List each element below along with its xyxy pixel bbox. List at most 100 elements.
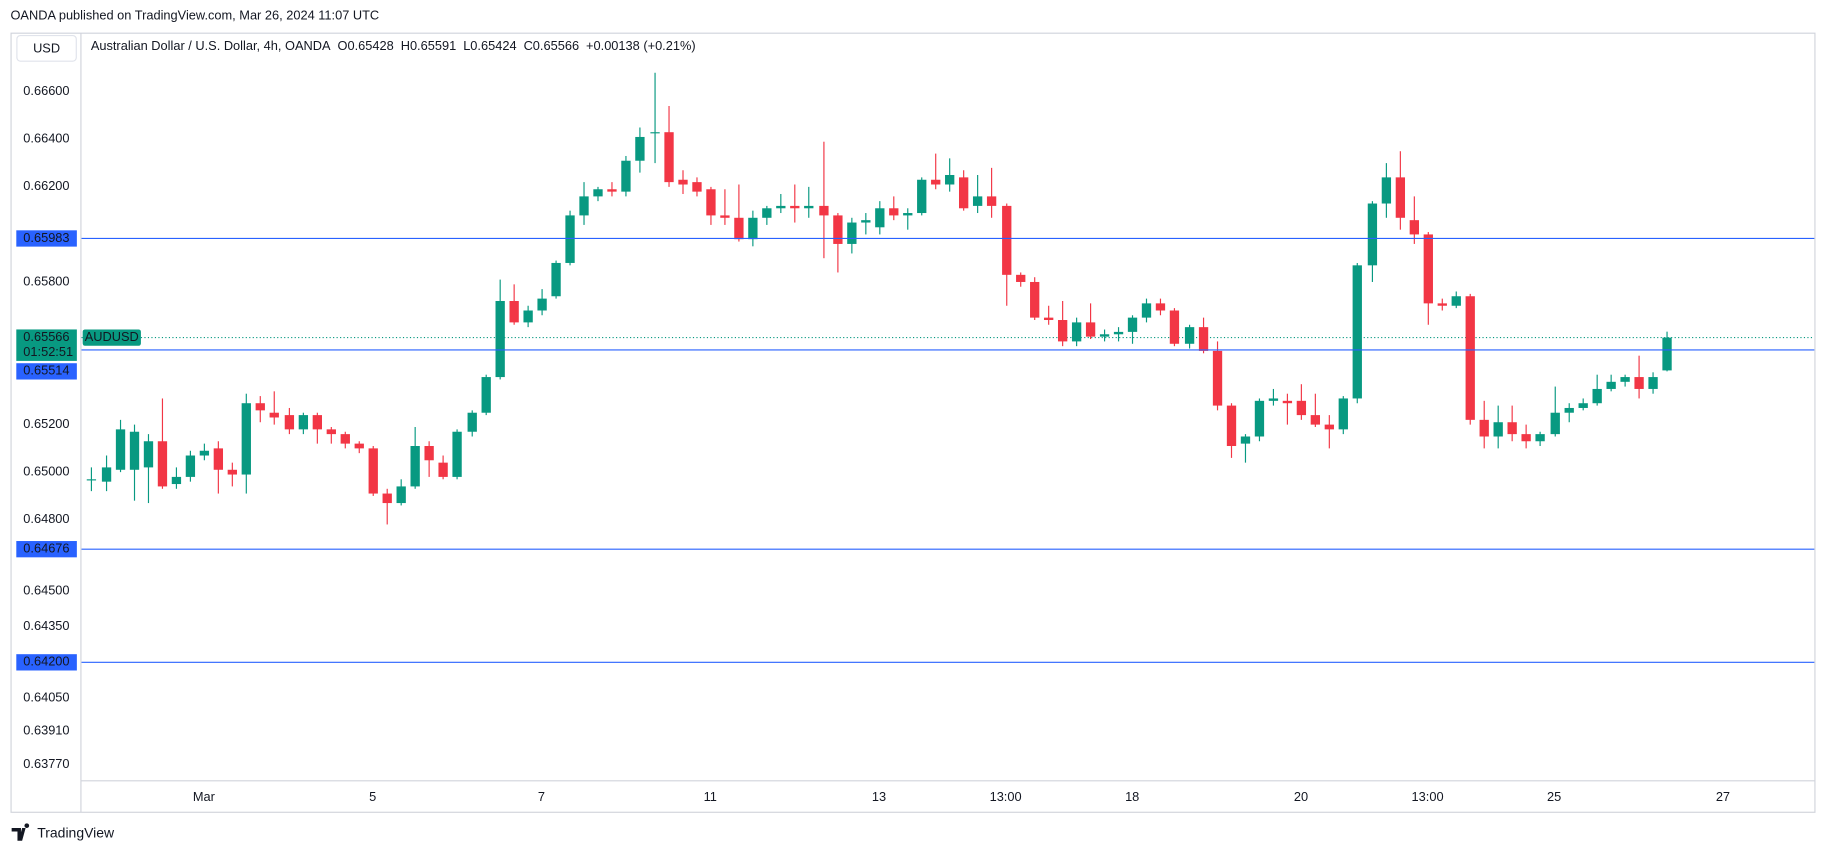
candle-body — [1057, 320, 1068, 342]
candle-body — [326, 429, 336, 435]
candle-body — [1198, 327, 1209, 351]
candle-body — [1521, 434, 1531, 442]
candle-body — [1155, 303, 1166, 311]
candle-body — [1016, 274, 1026, 282]
candle-body — [1634, 377, 1644, 389]
candle-body — [269, 412, 279, 418]
y-tick-label: 0.66200 — [23, 178, 69, 193]
candle-body — [241, 403, 251, 475]
candle-body — [972, 196, 983, 206]
x-tick-label: 27 — [1716, 789, 1730, 804]
y-tick-label: 0.64800 — [23, 511, 69, 526]
y-tick-label: 0.63770 — [23, 756, 69, 771]
x-tick-label: Mar — [193, 789, 216, 804]
candle-body — [523, 310, 533, 323]
candle-body — [986, 196, 997, 206]
legend-high: H0.65591 — [401, 38, 457, 53]
candle-body — [1071, 322, 1082, 342]
candle-body — [621, 160, 631, 192]
price-line-label-bg — [16, 541, 77, 558]
y-tick-label: 0.66600 — [23, 83, 69, 98]
candle-body — [129, 431, 140, 470]
legend-symbol: Australian Dollar / U.S. Dollar, 4h, OAN… — [91, 38, 331, 53]
candle-body — [1423, 234, 1433, 304]
candle-body — [1578, 403, 1588, 408]
x-tick-label: 5 — [369, 789, 376, 804]
candle-body — [1381, 177, 1392, 204]
candle-body — [1085, 322, 1096, 337]
candle-body — [312, 415, 322, 430]
legend-open: O0.65428 — [338, 38, 394, 53]
plot — [81, 72, 1815, 525]
y-tick-label: 0.63910 — [23, 723, 69, 738]
candle-body — [1395, 177, 1406, 218]
candle-body — [833, 215, 843, 244]
chart-frame — [10, 32, 1816, 813]
candle-body — [1437, 303, 1447, 306]
candle-body — [635, 136, 645, 161]
candle-body — [467, 412, 477, 432]
x-tick-label: 20 — [1294, 789, 1308, 804]
candle-body — [298, 415, 309, 430]
candle-body — [607, 189, 617, 192]
y-tick-label: 0.64050 — [23, 689, 69, 704]
candle-body — [1282, 400, 1293, 404]
x-tick-label: 13:00 — [1412, 789, 1444, 804]
candle-body — [692, 182, 702, 192]
candle-body — [1352, 265, 1362, 399]
candle-body — [1620, 377, 1630, 382]
y-tick-label: 0.64350 — [23, 618, 69, 633]
candle-body — [537, 298, 547, 311]
candle-body — [1184, 327, 1195, 344]
candle-body — [776, 205, 786, 209]
price-line-label: 0.64200 — [23, 654, 69, 669]
candle-body — [354, 443, 364, 449]
candle-body — [1606, 381, 1616, 389]
candle-body — [819, 205, 829, 216]
candle-body — [410, 446, 420, 487]
candle-body — [284, 415, 295, 430]
candle-body — [889, 208, 899, 216]
candle-body — [762, 208, 772, 218]
legend-low: L0.65424 — [463, 38, 516, 53]
candle-body — [875, 208, 885, 228]
candle-body — [86, 479, 97, 481]
candle-body — [171, 476, 182, 485]
candle-body — [1254, 400, 1265, 437]
candle-body — [255, 403, 265, 411]
candle-body — [706, 189, 716, 216]
tv-logo — [11, 823, 30, 841]
candle-body — [1479, 419, 1489, 437]
candle-body — [1648, 377, 1658, 389]
candle-body — [551, 262, 561, 297]
candle-body — [1338, 398, 1348, 430]
candle-body — [1002, 205, 1012, 275]
candle-body — [213, 448, 224, 470]
price-line-label-bg — [16, 654, 77, 671]
candle-body — [509, 300, 519, 323]
candle-body — [1465, 296, 1475, 420]
published-note: OANDA published on TradingView.com, Mar … — [10, 8, 379, 23]
current-price-label-bg — [16, 329, 77, 361]
legend-close: C0.65566 — [524, 38, 580, 53]
symbol-tag: AUDUSD — [85, 329, 139, 344]
currency-button[interactable] — [16, 34, 77, 62]
currency-label: USD — [33, 40, 60, 55]
candle-body — [650, 132, 660, 134]
y-tick-label: 0.64500 — [23, 582, 69, 597]
candle-body — [903, 213, 913, 216]
x-tick-label: 11 — [704, 789, 717, 804]
candle-body — [593, 189, 603, 197]
candle-body — [1044, 317, 1054, 321]
candle-body — [958, 177, 969, 209]
symbol-tag-bg — [82, 329, 141, 346]
candle-body — [227, 469, 237, 475]
candle-body — [847, 222, 857, 244]
candle-body — [143, 441, 154, 468]
candle-body — [1564, 407, 1574, 413]
candle-body — [678, 179, 688, 185]
price-line-label: 0.64676 — [23, 541, 69, 556]
candle-body — [1212, 350, 1223, 406]
